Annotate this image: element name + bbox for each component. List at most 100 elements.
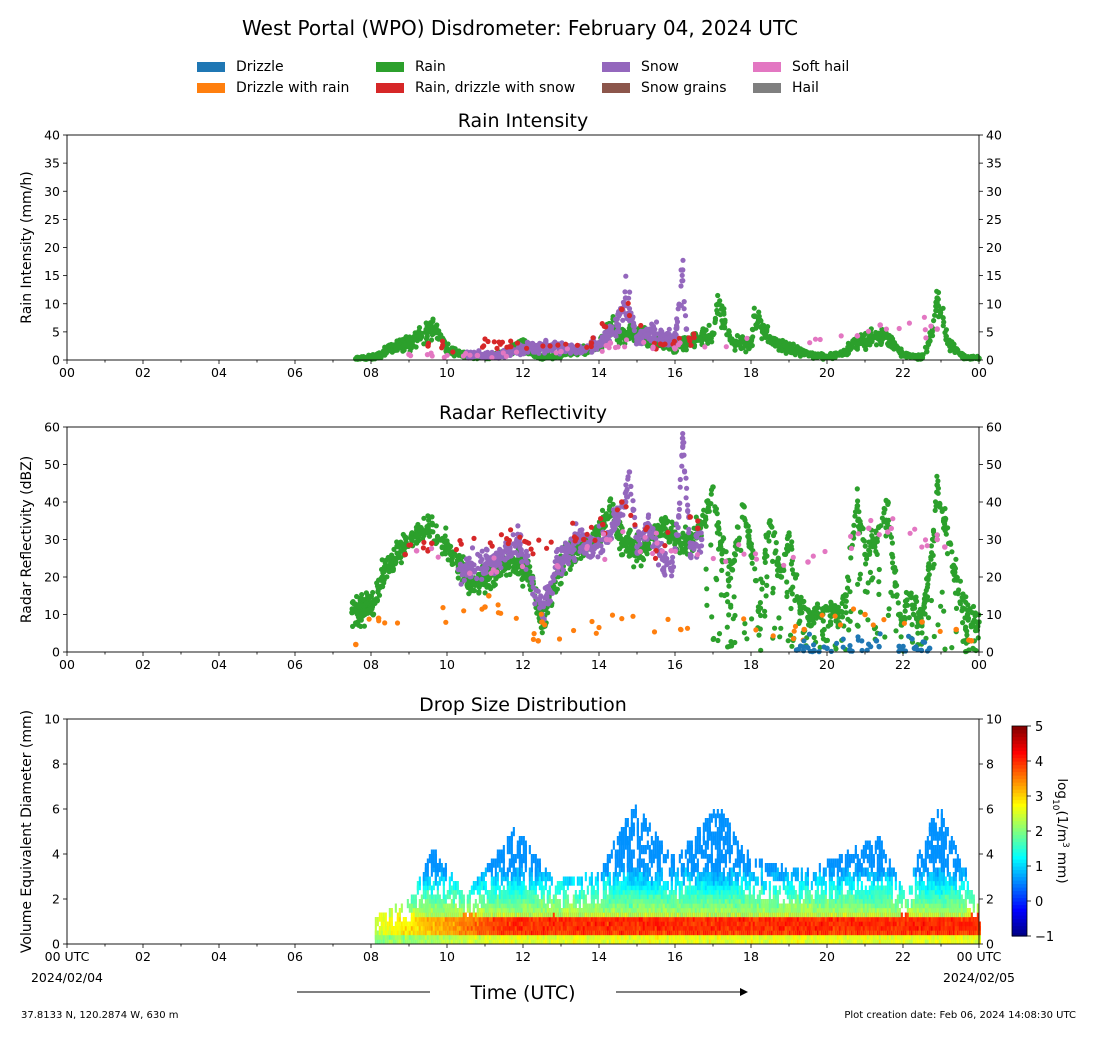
heatmap-cell xyxy=(438,894,441,904)
heatmap-cell xyxy=(432,894,435,904)
data-point xyxy=(888,534,895,540)
data-point xyxy=(728,604,734,610)
data-point xyxy=(866,641,872,647)
x-tick-label: 00 xyxy=(971,657,987,672)
data-point xyxy=(578,555,584,562)
data-point xyxy=(785,544,791,550)
data-point xyxy=(643,526,649,533)
data-point xyxy=(797,604,804,610)
data-point xyxy=(724,624,730,630)
data-point xyxy=(443,619,449,625)
data-point xyxy=(862,551,868,558)
data-point xyxy=(499,339,505,345)
data-point xyxy=(571,547,577,553)
data-point xyxy=(961,354,967,361)
data-point xyxy=(824,354,830,361)
data-point xyxy=(625,474,631,480)
data-point xyxy=(365,607,372,613)
heatmap-cell xyxy=(438,858,441,868)
data-point xyxy=(949,645,955,651)
heatmap-area xyxy=(374,804,981,945)
data-point xyxy=(786,533,792,539)
legend-label: Hail xyxy=(792,80,819,96)
data-point xyxy=(631,564,637,570)
data-point xyxy=(718,592,724,598)
data-point xyxy=(584,531,590,537)
data-point xyxy=(484,584,490,590)
x-tick-label: 12 xyxy=(515,657,531,672)
data-point xyxy=(922,537,929,543)
x-tick-label: 22 xyxy=(895,657,911,672)
data-point xyxy=(571,534,578,540)
heatmap-cell xyxy=(440,899,443,909)
data-point xyxy=(453,546,459,553)
data-point xyxy=(964,611,971,618)
heatmap-cell xyxy=(392,926,395,936)
data-point xyxy=(719,567,725,574)
data-point xyxy=(729,566,735,573)
plot-area xyxy=(353,257,982,362)
data-point xyxy=(874,551,880,558)
data-point xyxy=(555,342,561,348)
data-point xyxy=(704,498,710,504)
data-point xyxy=(915,630,921,636)
heatmap-cell xyxy=(444,863,447,873)
data-point xyxy=(537,601,544,607)
data-point xyxy=(726,329,732,335)
heatmap-cell xyxy=(376,930,379,940)
heatmap-cell xyxy=(388,908,391,918)
data-point xyxy=(512,569,519,575)
heatmap-cell xyxy=(452,881,455,891)
data-point xyxy=(548,539,554,545)
data-point xyxy=(876,591,882,598)
data-point xyxy=(495,602,501,608)
data-point xyxy=(710,331,716,338)
x-tick-label: 08 xyxy=(363,657,379,672)
data-point xyxy=(706,322,712,328)
data-point xyxy=(750,334,756,340)
data-point xyxy=(876,330,882,336)
data-point xyxy=(413,548,420,554)
data-point xyxy=(428,337,435,343)
data-point xyxy=(442,551,449,557)
data-point xyxy=(862,337,868,344)
data-point xyxy=(792,597,798,604)
y-tick-label: 40 xyxy=(44,128,60,143)
data-point xyxy=(508,527,514,533)
data-point xyxy=(536,537,542,543)
data-point xyxy=(784,579,790,585)
data-point xyxy=(660,567,666,573)
data-point xyxy=(466,591,472,597)
data-point xyxy=(479,576,485,582)
data-point xyxy=(487,575,493,581)
data-point xyxy=(767,337,773,344)
data-point xyxy=(408,542,414,548)
data-point xyxy=(547,343,553,349)
data-point xyxy=(914,598,920,605)
data-point xyxy=(355,614,361,620)
data-point xyxy=(772,625,778,631)
data-point xyxy=(896,648,902,654)
data-point xyxy=(792,623,799,630)
data-point xyxy=(470,581,477,588)
data-point xyxy=(425,525,431,532)
heatmap-cell xyxy=(426,867,429,877)
heatmap-cell xyxy=(410,894,413,904)
data-point xyxy=(874,335,880,341)
data-point xyxy=(881,331,887,338)
data-point xyxy=(682,313,689,319)
data-point xyxy=(481,343,487,349)
data-point xyxy=(873,536,880,543)
data-point xyxy=(925,575,931,581)
data-point xyxy=(440,342,446,348)
data-point xyxy=(374,583,381,589)
data-point xyxy=(685,502,691,508)
data-point xyxy=(791,349,797,355)
data-point xyxy=(386,569,392,575)
y-axis-label: Radar Reflectivity (dBZ) xyxy=(19,456,35,623)
data-point xyxy=(421,539,427,546)
x-tick-label: 14 xyxy=(591,657,607,672)
data-point xyxy=(443,525,449,531)
data-point xyxy=(829,352,835,358)
heatmap-cell xyxy=(380,912,383,922)
